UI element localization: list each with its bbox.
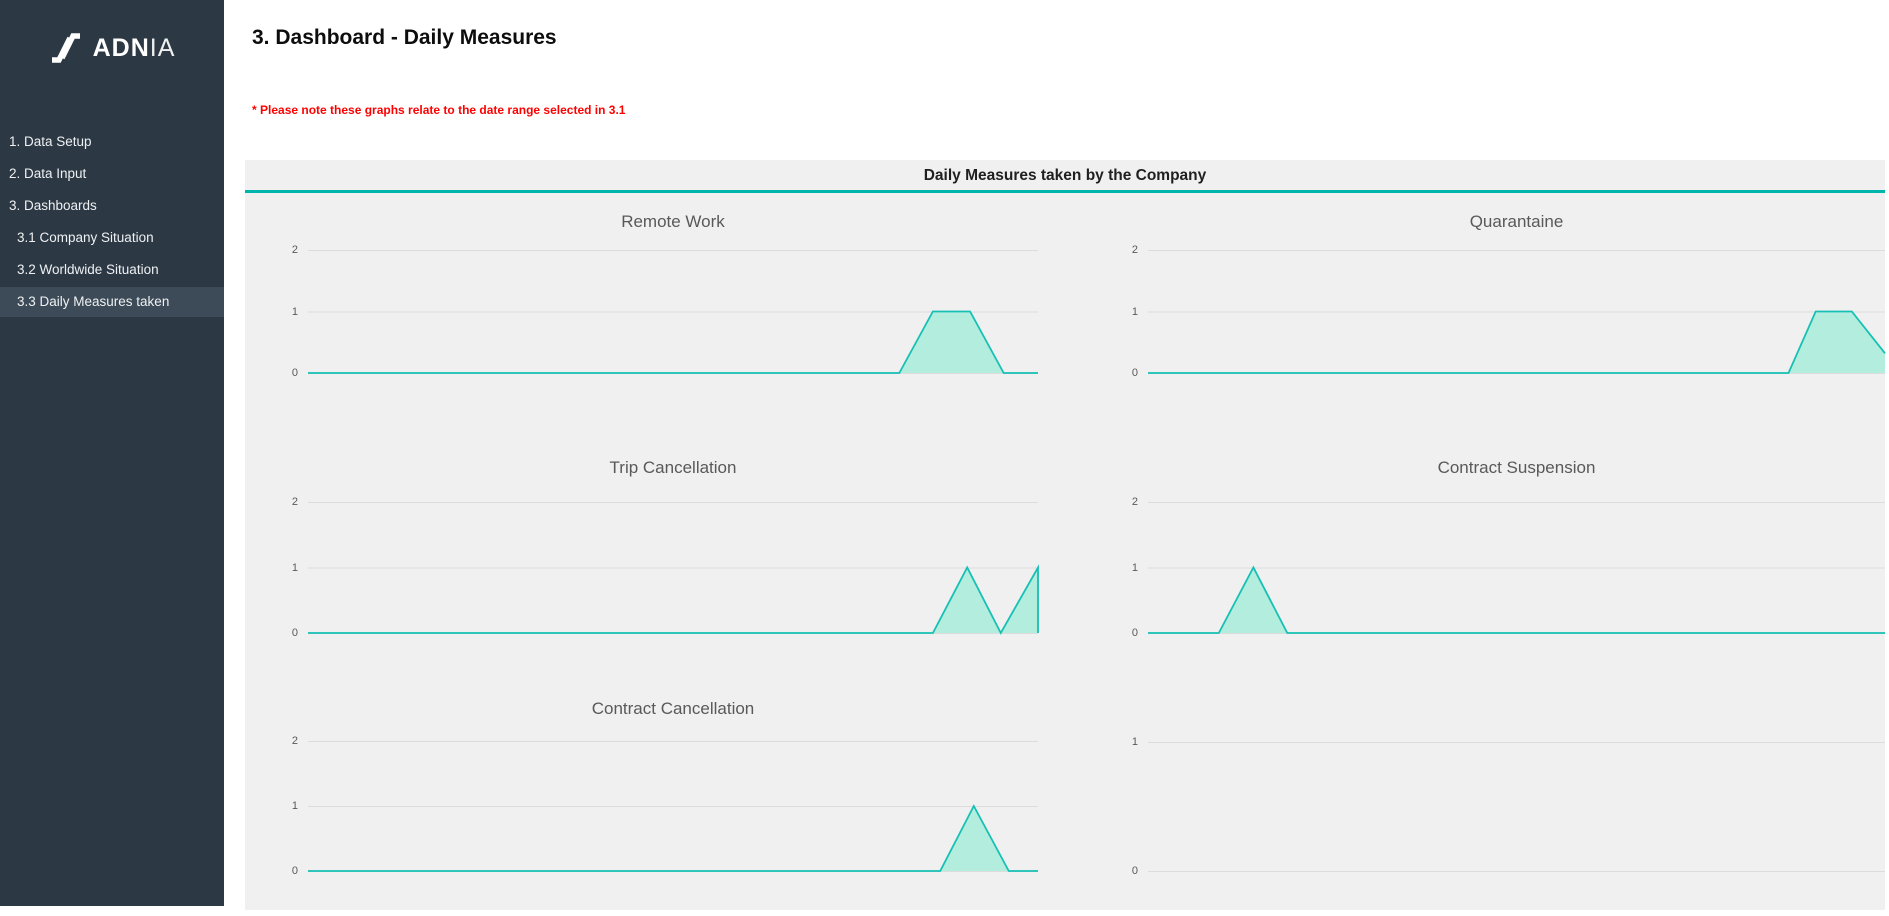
area-series-line — [308, 310, 1038, 374]
panel-title: Daily Measures taken by the Company — [923, 167, 1207, 184]
sidebar: ADNIA 1. Data Setup 2. Data Input 3. Dashb… — [0, 0, 224, 906]
y-axis-label: 1 — [291, 561, 298, 574]
y-axis-label: 0 — [1131, 865, 1138, 877]
y-axis-label: 2 — [291, 496, 298, 508]
y-axis-label: 1 — [291, 800, 298, 812]
y-axis-label: 0 — [291, 367, 298, 379]
sidebar-item-4[interactable]: 3.1 Company Situation — [17, 230, 154, 245]
y-axis-label: 2 — [1131, 244, 1138, 256]
area-series-fill — [308, 806, 1038, 871]
date-range-note: * Please note these graphs relate to the… — [252, 103, 626, 117]
dashboard-panel: Daily Measures taken by the Company Remo… — [245, 160, 1886, 910]
chart-plot-area — [1148, 502, 1885, 634]
y-axis-label: 1 — [1131, 736, 1138, 748]
chart-title: Remote Work — [621, 212, 725, 231]
adnia-logo-icon — [51, 33, 80, 63]
area-series-line — [1148, 310, 1886, 374]
chart-plot-area — [1148, 250, 1886, 374]
area-series-line — [1148, 565, 1885, 634]
area-series-line — [308, 564, 1039, 635]
area-series-fill — [308, 567, 1038, 633]
panel-header-rule — [245, 190, 1885, 193]
y-axis-label: 1 — [1131, 305, 1138, 318]
chart-title: Quarantaine — [1469, 212, 1564, 231]
chart-plot-area — [308, 741, 1038, 872]
sidebar-item-1[interactable]: 1. Data Setup — [9, 134, 92, 149]
y-axis-label: 1 — [1131, 561, 1138, 574]
sidebar-item-5[interactable]: 3.2 Worldwide Situation — [17, 262, 159, 277]
area-series-fill — [308, 311, 1038, 373]
sidebar-item-2[interactable]: 2. Data Input — [9, 166, 87, 181]
logo-text-bold: ADN — [92, 33, 150, 62]
main-content: 3. Dashboard - Daily Measures * Please n… — [224, 0, 1889, 916]
sidebar-item-3[interactable]: 3. Dashboards — [9, 198, 97, 213]
area-series-fill — [1148, 311, 1885, 373]
logo-text-light: IA — [149, 33, 176, 62]
chart-title: Contract Suspension — [1437, 458, 1596, 477]
chart-plot-area — [1148, 742, 1885, 872]
y-axis-label: 1 — [291, 305, 298, 318]
y-axis-label: 0 — [1131, 627, 1138, 639]
y-axis-label: 2 — [291, 735, 298, 747]
area-series-line — [308, 804, 1038, 872]
chart-plot-area — [308, 502, 1039, 635]
sidebar-item-6[interactable]: 3.3 Daily Measures taken — [0, 287, 224, 317]
chart-plot-area — [308, 250, 1038, 374]
y-axis-label: 2 — [1131, 496, 1138, 508]
chart-title: Contract Cancellation — [591, 699, 755, 718]
y-axis-label: 0 — [1131, 367, 1138, 379]
adnia-logo: ADNIA — [0, 22, 224, 74]
y-axis-label: 0 — [291, 865, 298, 877]
chart-title: Trip Cancellation — [609, 458, 737, 477]
y-axis-label: 0 — [291, 627, 298, 639]
page-title: 3. Dashboard - Daily Measures — [252, 26, 557, 49]
adnia-logo-text: ADNIA — [92, 33, 176, 62]
y-axis-label: 2 — [291, 244, 298, 256]
sidebar-nav: 1. Data Setup 2. Data Input 3. Dashboards 3… — [0, 127, 224, 319]
